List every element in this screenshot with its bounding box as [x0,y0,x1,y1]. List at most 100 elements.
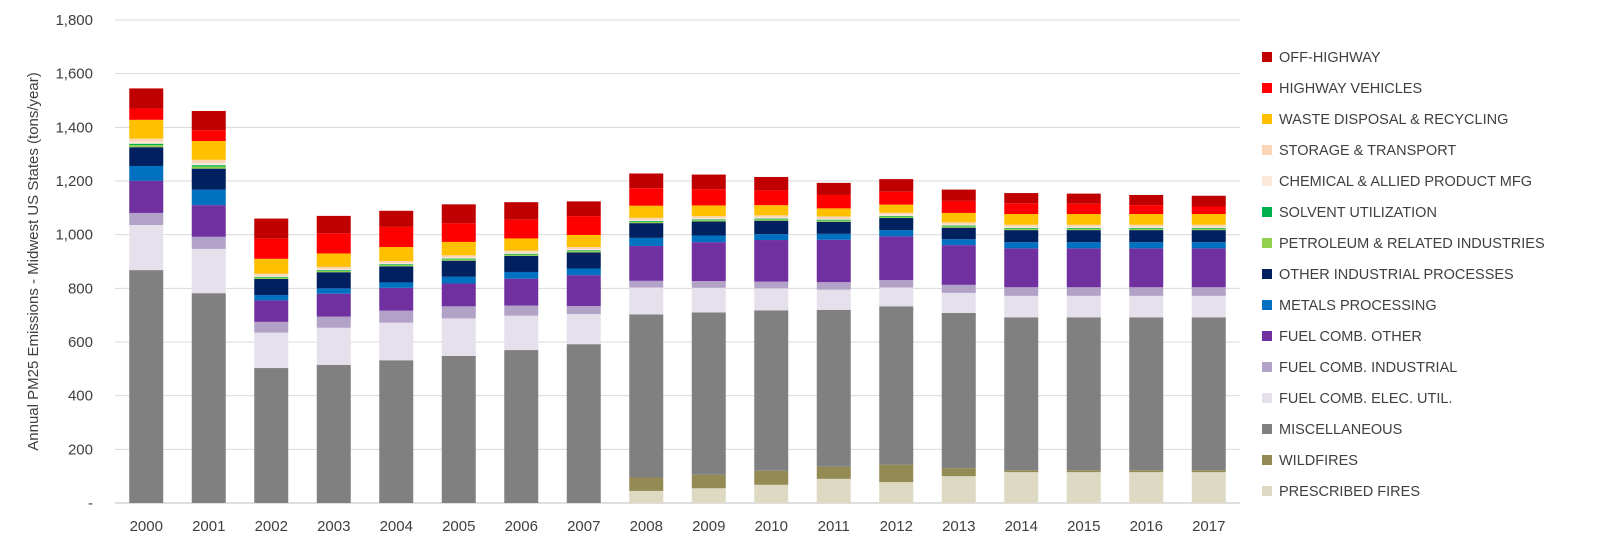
bar-segment [879,236,914,281]
bar-segment [754,218,789,220]
bar-segment [1066,242,1101,249]
bar-segment [316,288,351,294]
legend-label: OFF-HIGHWAY [1279,50,1381,66]
bar-segment [879,230,914,237]
y-axis-ticks: - 200 400 600 800 1,000 1,200 1,400 1,600 1,800 [55,12,93,512]
bar-segment [816,208,851,217]
bar-segment [566,251,601,253]
y-tick-label: 1,000 [55,227,93,244]
bar-segment [1066,226,1101,228]
bar-segment [941,212,976,223]
bar-segment [691,216,726,219]
bar-segment [629,205,664,218]
bar-segment [1004,287,1039,296]
bar-segment [691,488,726,503]
bar-segment [1129,287,1164,296]
bar-segment [316,272,351,289]
bar-segment [441,257,476,259]
x-axis-ticks: 2000 2001 2002 2003 2004 2005 2006 2007 2008 2009… [130,518,1226,535]
bar-segment [754,219,789,221]
legend-swatch [1262,176,1272,186]
bar-segment [1191,287,1226,296]
bar-segment [1191,224,1226,227]
bar-segment [316,364,351,503]
bar-segment [441,204,476,224]
bar-segment [191,165,226,167]
bar-segment [254,258,289,274]
bar-segment [754,310,789,471]
bar-segment [441,355,476,503]
bar-segment [566,252,601,269]
bar-segment [629,188,664,206]
legend: OFF-HIGHWAY HIGHWAY VEHICLES WASTE DISPOSA… [1262,50,1545,500]
bar-segment [879,287,914,307]
legend-swatch [1262,114,1272,124]
bar-segment [816,221,851,234]
bar-segment [816,233,851,240]
bar-segment [1004,214,1039,225]
bar-segment [1191,195,1226,207]
bar-segment [379,287,414,311]
legend-label: FUEL COMB. ELEC. UTIL. [1279,391,1453,407]
legend-swatch [1262,207,1272,217]
bar-segment [129,108,164,120]
bar-segment [254,300,289,322]
bar-segment [941,239,976,246]
bar-segment [316,270,351,271]
gridlines [115,19,1240,504]
bar-segment [941,313,976,469]
y-tick-label: 1,800 [55,12,93,29]
bar-segment [691,242,726,282]
bar-segment [129,145,164,148]
bar-segment [566,247,601,250]
bar-segment [754,220,789,235]
bar-segment [566,275,601,307]
bar-segment [941,284,976,293]
bar-segment [504,350,539,503]
bar-segment [1191,226,1226,228]
bar-segment [191,189,226,206]
bar-segment [441,259,476,261]
bar-segment [441,223,476,242]
bar-segment [129,141,164,144]
bar-segment [879,482,914,503]
bar-segment [1066,470,1101,473]
bar-segment [129,88,164,109]
bar-segment [1066,230,1101,243]
bar-segment [566,268,601,276]
bar-segment [754,240,789,282]
bar-segment [379,226,414,248]
bar-segment [1004,242,1039,249]
legend-swatch [1262,52,1272,62]
x-tick-label: 2016 [1130,518,1163,535]
bar-segment [316,316,351,328]
bar-segment [379,264,414,267]
bar-segment [754,215,789,218]
bar-segment [316,293,351,317]
bar-segment [566,344,601,503]
bar-segment [441,255,476,258]
bar-segment [566,234,601,248]
legend-label: OTHER INDUSTRIAL PROCESSES [1279,267,1514,283]
bar-segment [1066,214,1101,225]
bar-segment [754,470,789,485]
bar-segment [1004,317,1039,471]
x-tick-label: 2004 [380,518,413,535]
bar-segment [691,312,726,475]
x-tick-label: 2000 [130,518,163,535]
x-tick-label: 2013 [942,518,975,535]
bar-segment [1066,203,1101,215]
bar-segment [879,214,914,216]
bar-segment [129,270,164,503]
legend-swatch [1262,331,1272,341]
bar-segment [504,315,539,351]
legend-swatch [1262,238,1272,248]
legend-swatch [1262,269,1272,279]
bar-segment [879,179,914,192]
bar-segment [379,266,414,283]
bar-segment [566,250,601,252]
bar-segment [191,205,226,237]
bar-segment [379,210,414,227]
bar-segment [1129,227,1164,229]
bar-segment [191,141,226,160]
